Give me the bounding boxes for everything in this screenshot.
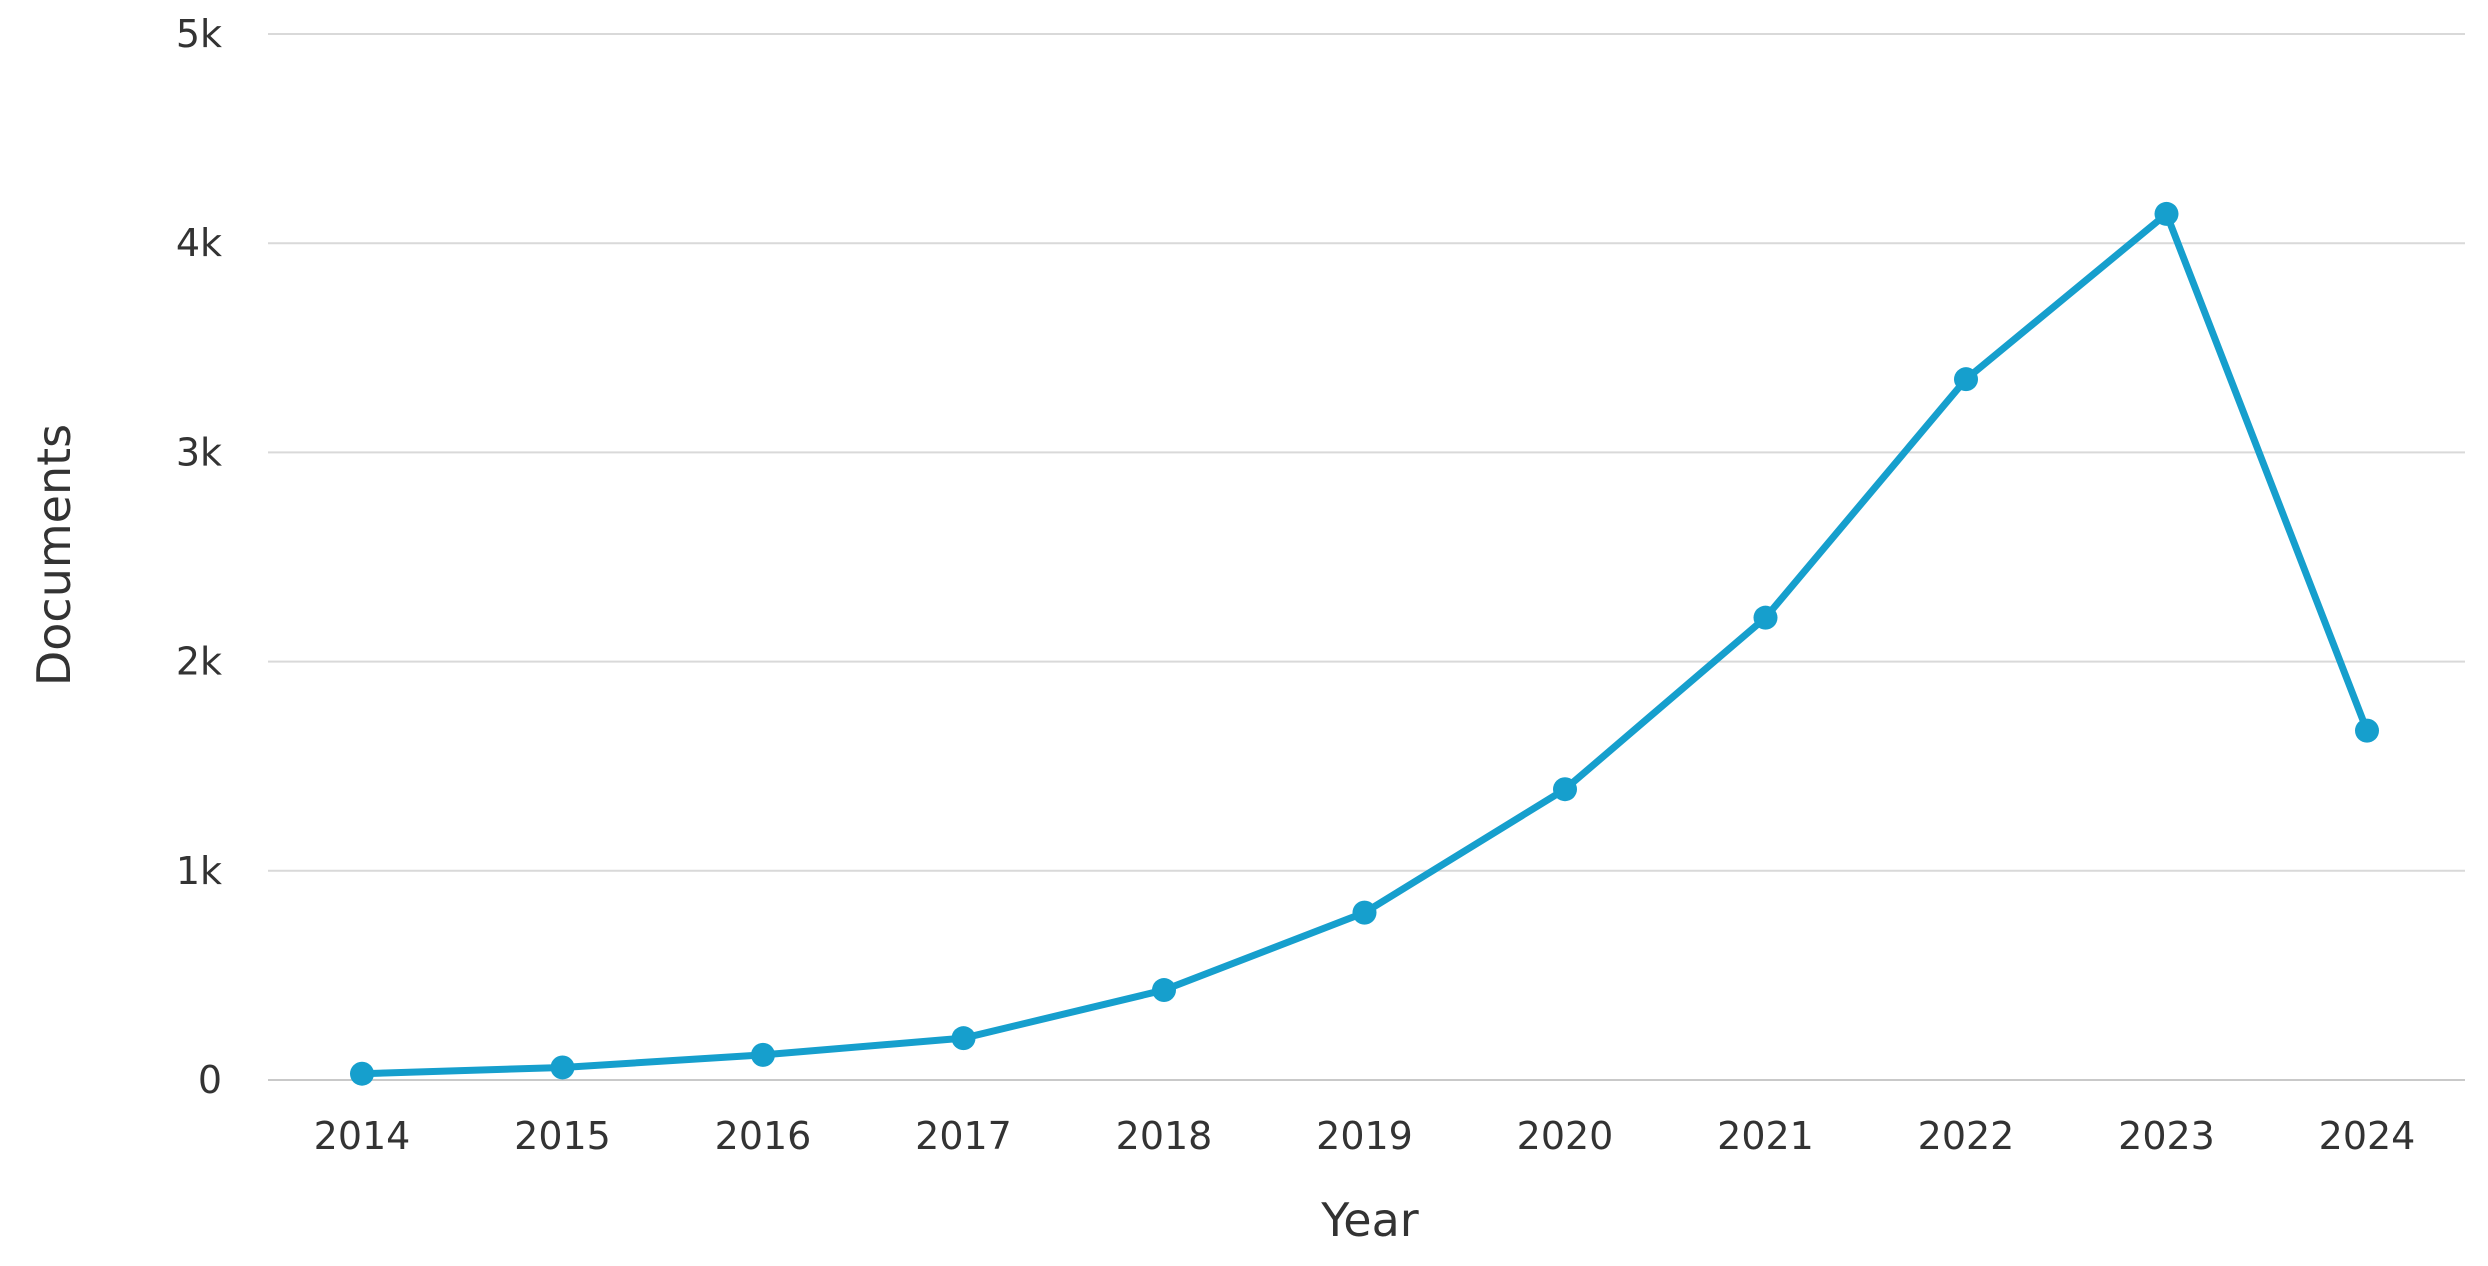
data-point-2016 bbox=[751, 1042, 775, 1067]
x-tick-label: 2017 bbox=[915, 1114, 1012, 1158]
x-tick-label: 2023 bbox=[2118, 1114, 2215, 1158]
data-point-2019 bbox=[1352, 900, 1377, 925]
x-axis-title: Year bbox=[1320, 1193, 1418, 1247]
y-tick-label: 4k bbox=[176, 221, 222, 265]
y-tick-label: 5k bbox=[176, 12, 222, 56]
data-point-2015 bbox=[550, 1055, 575, 1080]
y-tick-label: 3k bbox=[176, 430, 222, 474]
x-tick-label: 2018 bbox=[1116, 1114, 1213, 1158]
data-point-2023 bbox=[2154, 201, 2179, 226]
data-point-2021 bbox=[1753, 605, 1778, 630]
x-tick-label: 2019 bbox=[1316, 1114, 1413, 1158]
x-tick-label: 2024 bbox=[2319, 1114, 2416, 1158]
x-tick-label: 2020 bbox=[1517, 1114, 1614, 1158]
data-point-2017 bbox=[951, 1026, 976, 1051]
y-tick-label: 0 bbox=[198, 1058, 222, 1102]
x-tick-label: 2022 bbox=[1918, 1114, 2015, 1158]
data-point-2018 bbox=[1152, 978, 1176, 1003]
data-point-2022 bbox=[1954, 367, 1978, 392]
series-documents bbox=[350, 201, 2379, 1086]
x-tick-label: 2015 bbox=[514, 1114, 611, 1158]
y-axis-title: Documents bbox=[27, 424, 81, 686]
gridlines bbox=[268, 33, 2465, 1081]
x-tick-label: 2021 bbox=[1717, 1114, 1814, 1158]
y-tick-label: 1k bbox=[176, 849, 222, 893]
y-axis-ticks: 0 1k 2k 3k 4k 5k bbox=[176, 12, 222, 1102]
x-axis-ticks: 2014 2015 2016 2017 2018 2019 2020 2021 2022 2023… bbox=[314, 1114, 2416, 1158]
y-tick-label: 2k bbox=[176, 640, 222, 684]
series-line bbox=[358, 210, 2371, 1078]
data-point-2014 bbox=[350, 1061, 374, 1086]
data-point-2024 bbox=[2355, 718, 2379, 743]
data-point-2020 bbox=[1553, 777, 1577, 802]
x-tick-label: 2014 bbox=[314, 1114, 411, 1158]
x-tick-label: 2016 bbox=[715, 1114, 812, 1158]
